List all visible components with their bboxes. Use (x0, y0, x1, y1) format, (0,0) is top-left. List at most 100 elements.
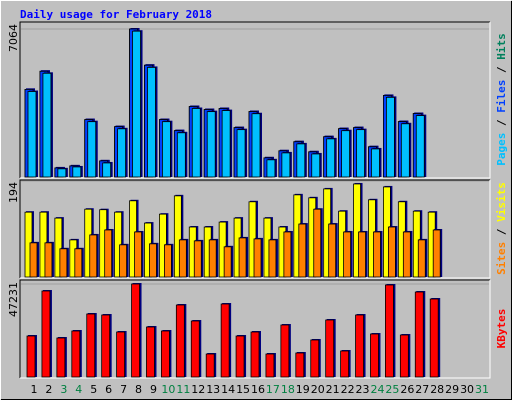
bar (417, 239, 426, 278)
legend: Pages / Files / Hits (495, 33, 508, 166)
y-tick-label: 194 (7, 182, 20, 203)
bar (117, 128, 126, 178)
bar (355, 314, 364, 378)
bar (223, 246, 232, 278)
bar (132, 30, 141, 178)
x-tick-label: 11 (176, 383, 190, 396)
legend-separator: / (495, 113, 508, 133)
bar (415, 115, 425, 178)
bar (160, 330, 170, 378)
bar (343, 231, 352, 278)
bar (193, 240, 202, 278)
bar (280, 324, 290, 378)
bar (147, 67, 156, 178)
bar (399, 334, 409, 378)
legend-entry: Pages (495, 133, 508, 166)
bar (253, 238, 262, 278)
bar (265, 353, 275, 378)
panel-edge-dark (19, 179, 490, 278)
x-tick-label: 17 (266, 383, 280, 396)
x-tick-label: 8 (135, 383, 142, 396)
bar (146, 326, 155, 378)
bar (295, 352, 305, 378)
x-tick-label: 18 (281, 383, 295, 396)
bar (87, 121, 97, 178)
x-tick-label: 30 (460, 383, 474, 396)
bar (268, 239, 277, 278)
bar (173, 195, 182, 278)
bar (371, 148, 380, 178)
legend-separator: / (495, 222, 508, 242)
legend: Sites / Visits (495, 182, 508, 275)
bar (384, 284, 394, 378)
bar (358, 231, 366, 278)
bar (134, 231, 142, 278)
bar (86, 313, 96, 378)
bar (178, 239, 187, 278)
bar (44, 242, 53, 278)
x-tick-label: 29 (445, 383, 459, 396)
bar (250, 331, 260, 378)
bar (400, 123, 410, 178)
x-tick-label: 28 (430, 383, 444, 396)
bar (414, 291, 424, 378)
bar (373, 231, 381, 278)
bar (163, 244, 172, 278)
chart-title: Daily usage for February 2018 (20, 8, 212, 21)
bar (328, 223, 337, 278)
x-tick-label: 6 (105, 383, 112, 396)
x-tick-label: 26 (400, 383, 414, 396)
x-tick-label: 12 (191, 383, 205, 396)
legend: KBytes (495, 309, 508, 349)
x-tick-label: 13 (206, 383, 220, 396)
bar (104, 229, 113, 278)
bar (235, 335, 245, 378)
x-tick-label: 22 (341, 383, 355, 396)
x-tick-label: 21 (326, 383, 340, 396)
bar (311, 153, 321, 178)
x-tick-label: 7 (120, 383, 127, 396)
bar (251, 113, 261, 178)
bar (266, 159, 276, 178)
bar (341, 130, 351, 178)
bar (102, 162, 112, 178)
bar (74, 248, 83, 278)
bar (236, 129, 246, 178)
x-tick-label: 1 (31, 383, 38, 396)
bar (387, 226, 396, 278)
bar (89, 234, 98, 278)
bar (206, 111, 216, 178)
panel-edge-light (20, 180, 491, 279)
x-tick-label: 5 (90, 383, 97, 396)
bar (402, 231, 411, 278)
bar (191, 108, 201, 178)
bar (41, 290, 51, 378)
bar (326, 138, 336, 178)
bar (310, 339, 320, 378)
x-tick-label: 31 (475, 383, 489, 396)
bar (221, 110, 231, 178)
bar (325, 319, 335, 378)
bar (432, 229, 441, 278)
bar (116, 331, 125, 378)
x-tick-label: 24 (370, 383, 384, 396)
bar (238, 237, 247, 278)
bar (59, 248, 68, 278)
legend-entry: Hits (495, 33, 508, 60)
bar (42, 72, 52, 178)
bar (353, 183, 361, 278)
bar (131, 283, 140, 378)
x-tick-label: 25 (385, 383, 399, 396)
bar (385, 96, 395, 178)
bar (72, 166, 82, 178)
bar (175, 304, 185, 378)
legend-separator: / (495, 60, 508, 80)
bar (190, 320, 200, 378)
bar (298, 223, 307, 278)
panel-edge-dark (19, 279, 490, 378)
x-tick-label: 9 (150, 383, 157, 396)
x-tick-label: 10 (161, 383, 175, 396)
bar (370, 333, 379, 378)
